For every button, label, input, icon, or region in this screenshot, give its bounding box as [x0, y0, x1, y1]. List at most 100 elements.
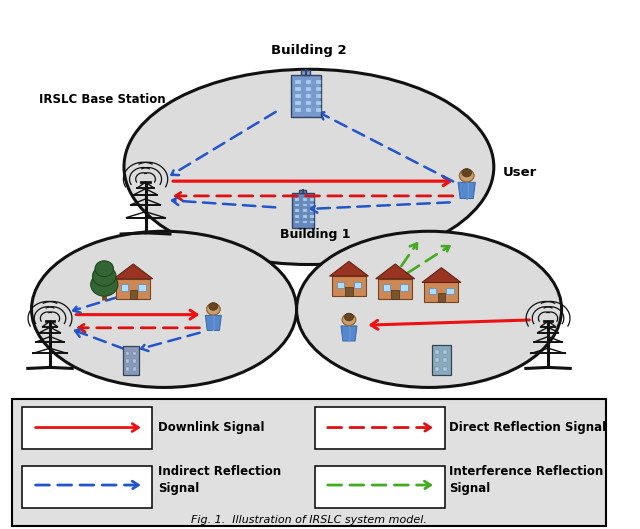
Bar: [316, 102, 321, 105]
Text: Fig. 1.  Illustration of IRSLC system model.: Fig. 1. Illustration of IRSLC system mod…: [191, 515, 427, 525]
Polygon shape: [422, 268, 461, 282]
Bar: [303, 198, 307, 201]
Bar: [392, 290, 399, 299]
Text: Building 2: Building 2: [271, 44, 347, 57]
Bar: [301, 70, 310, 75]
Bar: [296, 102, 301, 105]
Bar: [310, 215, 314, 218]
Bar: [295, 221, 299, 223]
Circle shape: [344, 313, 353, 321]
Bar: [133, 351, 136, 355]
Bar: [296, 94, 301, 98]
Circle shape: [460, 169, 474, 182]
Bar: [126, 359, 129, 363]
Bar: [138, 285, 145, 291]
Text: Direct Reflection Signal: Direct Reflection Signal: [449, 421, 607, 433]
Bar: [383, 285, 390, 291]
Bar: [295, 215, 299, 218]
Bar: [306, 108, 311, 112]
Bar: [303, 204, 307, 206]
Bar: [303, 215, 307, 218]
Bar: [129, 290, 137, 299]
Bar: [337, 282, 344, 288]
Bar: [295, 209, 299, 212]
Bar: [429, 288, 436, 295]
Bar: [124, 346, 140, 375]
Text: IRSLC Base Station: IRSLC Base Station: [39, 93, 166, 106]
Bar: [292, 193, 314, 227]
Circle shape: [460, 169, 474, 182]
Ellipse shape: [296, 231, 562, 387]
Polygon shape: [458, 183, 476, 198]
Bar: [296, 87, 301, 91]
Bar: [306, 80, 311, 84]
Bar: [400, 285, 408, 291]
Text: Indirect Reflection
Signal: Indirect Reflection Signal: [158, 465, 281, 495]
Bar: [354, 282, 362, 288]
Ellipse shape: [31, 231, 296, 387]
Bar: [316, 80, 321, 84]
Bar: [300, 190, 306, 193]
Bar: [116, 279, 150, 299]
Circle shape: [209, 303, 218, 311]
Bar: [133, 367, 136, 371]
Text: Downlink Signal: Downlink Signal: [158, 421, 264, 433]
Polygon shape: [205, 315, 221, 331]
Bar: [121, 285, 128, 291]
Bar: [310, 209, 314, 212]
Circle shape: [207, 304, 220, 315]
Bar: [295, 198, 299, 201]
Bar: [306, 87, 311, 91]
FancyBboxPatch shape: [22, 407, 152, 449]
Bar: [332, 276, 366, 296]
Ellipse shape: [124, 69, 494, 264]
FancyBboxPatch shape: [315, 407, 445, 449]
Bar: [444, 367, 447, 371]
Circle shape: [462, 169, 472, 177]
Polygon shape: [114, 264, 152, 279]
Circle shape: [207, 304, 220, 315]
Bar: [316, 108, 321, 112]
FancyBboxPatch shape: [315, 466, 445, 508]
Bar: [306, 94, 311, 98]
Bar: [296, 108, 301, 112]
Bar: [435, 367, 439, 371]
Bar: [345, 287, 353, 296]
Bar: [296, 80, 301, 84]
Bar: [444, 359, 447, 362]
Bar: [446, 288, 454, 295]
Bar: [316, 94, 321, 98]
Bar: [303, 221, 307, 223]
Bar: [303, 209, 307, 212]
Polygon shape: [376, 264, 415, 279]
Bar: [126, 351, 129, 355]
Bar: [432, 345, 451, 375]
Circle shape: [95, 261, 113, 277]
FancyBboxPatch shape: [22, 466, 152, 508]
Circle shape: [91, 273, 118, 296]
Bar: [310, 221, 314, 223]
Text: User: User: [503, 166, 538, 179]
Bar: [444, 350, 447, 354]
Bar: [316, 87, 321, 91]
Bar: [295, 204, 299, 206]
Text: Interference Reflection
Signal: Interference Reflection Signal: [449, 465, 604, 495]
FancyBboxPatch shape: [12, 399, 606, 526]
Bar: [435, 350, 439, 354]
Text: Building 1: Building 1: [280, 228, 350, 241]
Polygon shape: [341, 326, 357, 341]
Circle shape: [93, 266, 116, 286]
Bar: [378, 279, 412, 299]
Bar: [306, 102, 311, 105]
Bar: [126, 367, 129, 371]
Bar: [310, 204, 314, 206]
Polygon shape: [330, 261, 369, 276]
Circle shape: [342, 314, 356, 325]
Bar: [310, 198, 314, 201]
Bar: [424, 282, 458, 303]
Bar: [438, 294, 445, 303]
Bar: [133, 359, 136, 363]
Bar: [435, 359, 439, 362]
Bar: [291, 75, 321, 117]
Circle shape: [342, 314, 356, 325]
